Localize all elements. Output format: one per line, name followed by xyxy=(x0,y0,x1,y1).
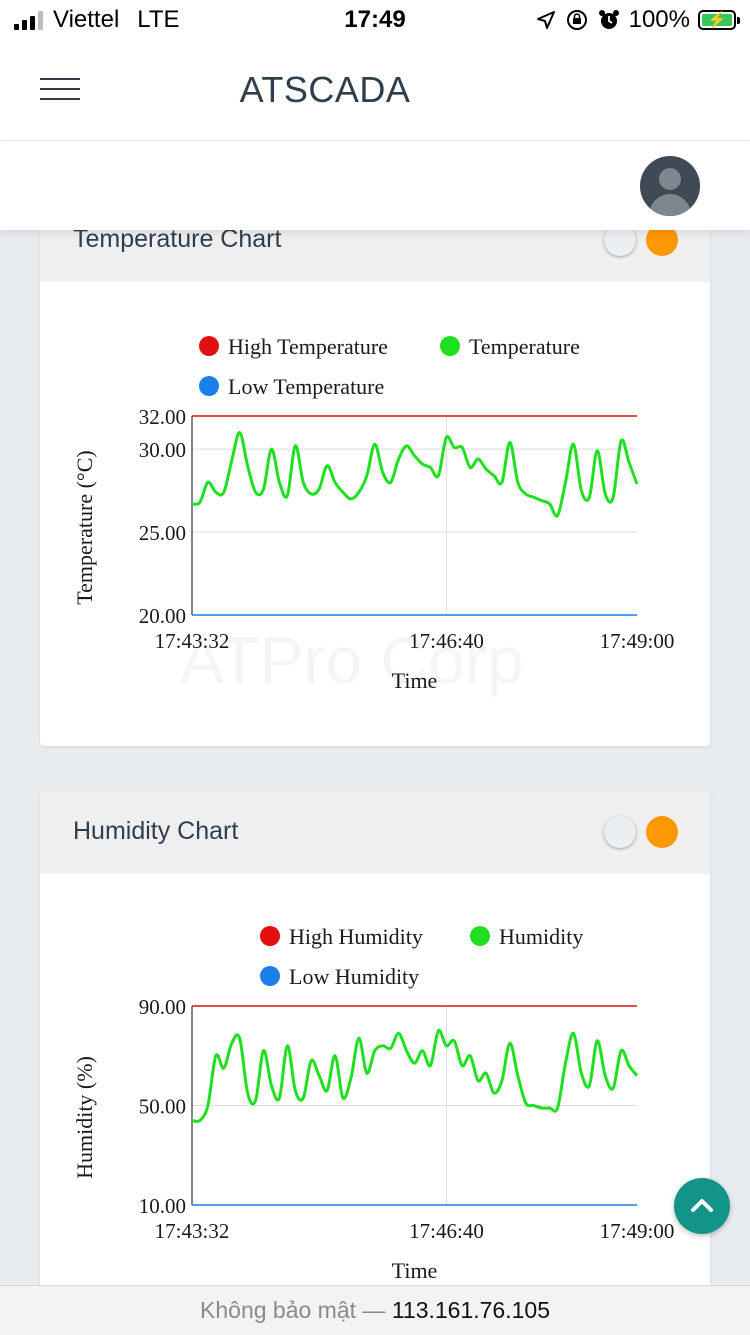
hamburger-icon[interactable] xyxy=(40,78,80,102)
x-tick-label: 17:49:00 xyxy=(600,1219,675,1243)
humidity-card-title: Humidity Chart xyxy=(73,817,239,845)
url-security-label: Không bảo mật — xyxy=(200,1297,386,1323)
alarm-icon xyxy=(598,10,619,29)
legend-label: Low Temperature xyxy=(228,374,384,399)
x-tick-label: 17:49:00 xyxy=(600,629,675,653)
x-axis-title: Time xyxy=(392,668,438,693)
y-tick-label: 25.00 xyxy=(139,521,186,545)
browser-url-bar[interactable]: Không bảo mật — 113.161.76.105 xyxy=(0,1285,750,1335)
y-tick-label: 20.00 xyxy=(139,604,186,628)
chevron-up-icon xyxy=(691,1199,713,1212)
scroll-top-button[interactable] xyxy=(674,1178,730,1234)
humidity-card: Humidity Chart High Humidity Humidity Low … xyxy=(40,790,710,1310)
legend-label: Humidity xyxy=(499,924,583,949)
temperature-chart: High Temperature Temperature Low Temperatu… xyxy=(72,334,675,693)
legend-marker xyxy=(199,336,219,356)
user-bar xyxy=(0,141,750,230)
humidity-card-toggle-accent[interactable] xyxy=(646,816,678,848)
battery-percent: 100% xyxy=(628,6,690,33)
temperature-card: Temperature Chart High Temperature Temper… xyxy=(40,198,710,746)
x-axis-title: Time xyxy=(392,1258,438,1283)
y-tick-label: 32.00 xyxy=(139,405,186,429)
location-arrow-icon xyxy=(536,11,555,29)
value-series-line xyxy=(191,1028,639,1124)
x-tick-label: 17:46:40 xyxy=(409,629,484,653)
humidity-card-toggle-light[interactable] xyxy=(604,816,636,848)
battery-icon: ⚡ xyxy=(698,10,740,30)
rotation-lock-icon xyxy=(566,10,587,30)
legend-label: Low Humidity xyxy=(289,964,419,989)
status-bar: Viettel LTE 17:49 100% ⚡ xyxy=(0,0,750,42)
status-time: 17:49 xyxy=(344,6,406,33)
user-avatar-icon[interactable] xyxy=(640,156,700,216)
y-tick-label: 10.00 xyxy=(139,1194,186,1218)
legend-label: High Humidity xyxy=(289,924,423,949)
y-axis-title: Temperature (°C) xyxy=(72,450,97,604)
legend-marker xyxy=(260,966,280,986)
legend-marker xyxy=(260,926,280,946)
legend-marker xyxy=(199,376,219,396)
y-tick-label: 50.00 xyxy=(139,1095,186,1119)
status-right: 100% ⚡ xyxy=(535,6,740,34)
y-axis-title: Humidity (%) xyxy=(72,1056,97,1179)
carrier-name: Viettel xyxy=(53,6,120,33)
x-tick-label: 17:46:40 xyxy=(409,1219,484,1243)
humidity-chart: High Humidity Humidity Low Humidity 10.00 50… xyxy=(72,924,675,1283)
x-tick-label: 17:43:32 xyxy=(155,1219,230,1243)
status-left: Viettel LTE xyxy=(14,6,180,34)
y-tick-label: 30.00 xyxy=(139,438,186,462)
network-type: LTE xyxy=(137,6,180,33)
app-title: ATSCADA xyxy=(239,69,411,110)
legend-marker xyxy=(470,926,490,946)
signal-strength-icon xyxy=(14,10,43,30)
x-tick-label: 17:43:32 xyxy=(155,629,230,653)
legend-label: Temperature xyxy=(469,334,580,359)
legend-label: High Temperature xyxy=(228,334,388,359)
legend-marker xyxy=(440,336,460,356)
url-host: 113.161.76.105 xyxy=(391,1297,550,1323)
humidity-card-header: Humidity Chart xyxy=(40,790,710,874)
y-tick-label: 90.00 xyxy=(139,995,186,1019)
value-series-line xyxy=(191,431,639,518)
app-header: ATSCADA xyxy=(0,42,750,141)
